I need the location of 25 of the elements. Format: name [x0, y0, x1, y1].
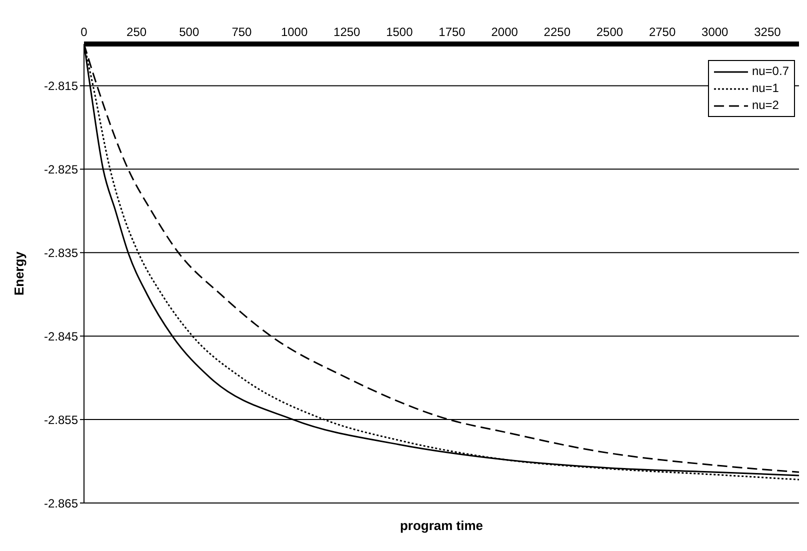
x-tick-label: 0	[80, 25, 88, 39]
x-tick-label: 1750	[438, 25, 466, 39]
y-tick-label: -2.855	[44, 412, 78, 427]
legend-label: nu=0.7	[752, 63, 789, 80]
x-tick-label: 1500	[386, 25, 414, 39]
y-tick-label: -2.845	[44, 329, 78, 344]
x-tick-label: 3250	[754, 25, 782, 39]
x-tick-label: 2750	[648, 25, 676, 39]
x-tick-label: 1250	[334, 25, 361, 39]
y-tick-label: -2.865	[44, 496, 78, 510]
x-axis-title: program time	[398, 518, 484, 533]
legend-label: nu=1	[752, 80, 779, 97]
y-tick-label: -2.825	[44, 162, 78, 176]
x-tick-label: 2000	[491, 25, 518, 39]
x-tick-label: 250	[126, 25, 147, 39]
legend-label: nu=2	[752, 97, 779, 114]
y-tick-label: -2.835	[44, 246, 78, 260]
x-tick-label: 500	[179, 25, 200, 39]
x-tick-label: 1000	[280, 25, 308, 39]
x-tick-label: 750	[232, 25, 252, 39]
x-tick-label: 3000	[702, 25, 729, 39]
y-tick-label: -2.815	[44, 78, 78, 93]
x-tick-label: 2500	[596, 25, 624, 39]
x-tick-label: 2250	[544, 25, 571, 39]
y-axis-title: Energy	[12, 250, 27, 296]
